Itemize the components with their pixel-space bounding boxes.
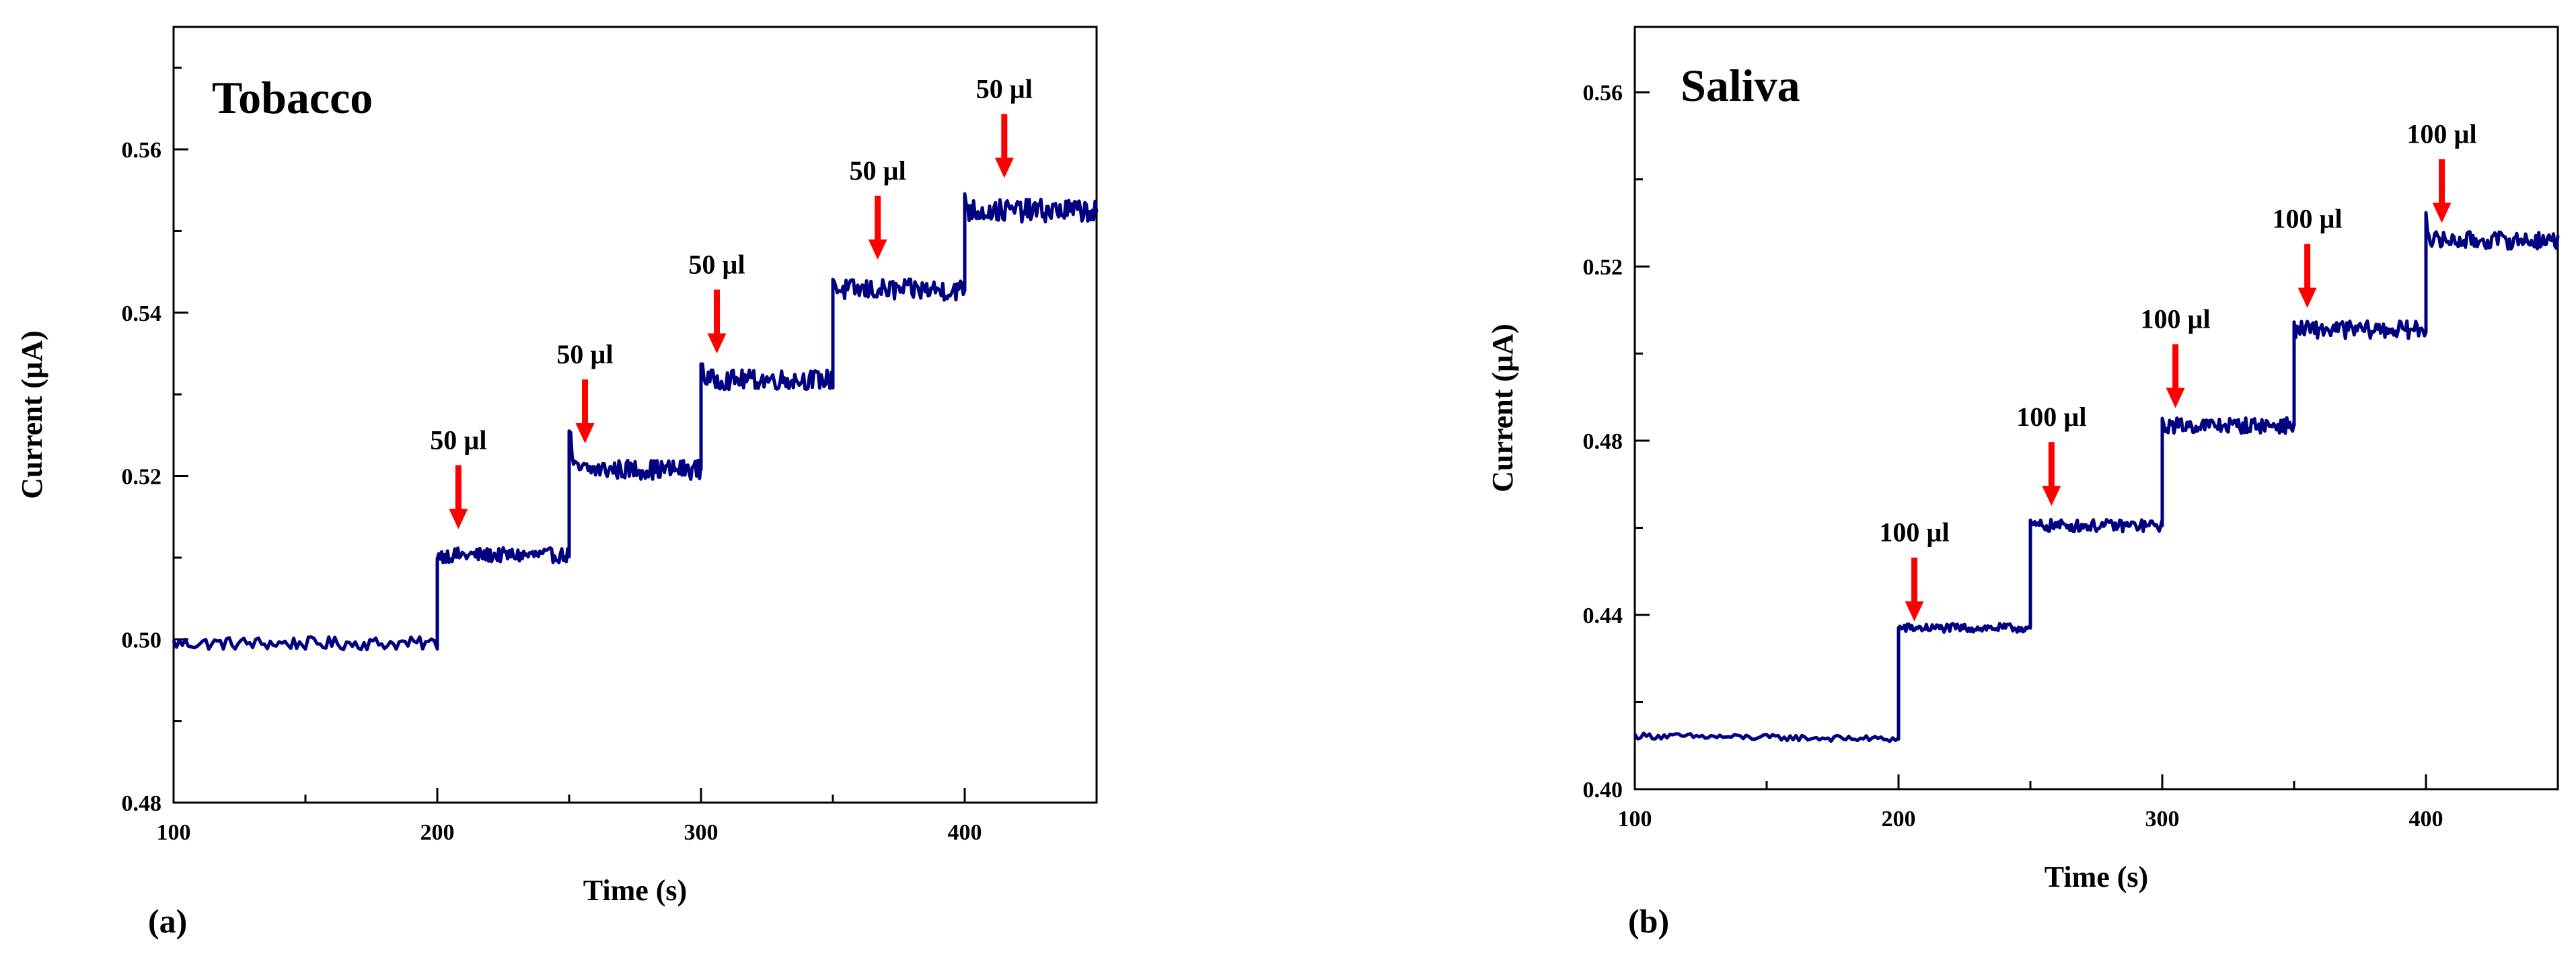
addition-volume-label: 100 µl bbox=[2273, 204, 2343, 234]
x-tick-label: 200 bbox=[1882, 807, 1916, 832]
x-tick-label: 300 bbox=[684, 820, 719, 845]
x-tick-label: 300 bbox=[2145, 807, 2180, 832]
addition-arrow-head bbox=[868, 239, 887, 260]
panel-saliva: 100 200 300 400 0.40 0.44 0.48 0.52 0.56 Time (s)… bbox=[1486, 26, 2560, 940]
addition-arrow-head bbox=[2042, 486, 2061, 507]
x-axis-title: Time (s) bbox=[583, 874, 687, 907]
addition-volume-label: 100 µl bbox=[2406, 118, 2476, 149]
addition-volume-label: 100 µl bbox=[2016, 402, 2086, 432]
y-tick-label: 0.40 bbox=[1583, 778, 1623, 803]
addition-arrow-head bbox=[2432, 203, 2452, 223]
series-line bbox=[172, 192, 1099, 651]
addition-arrow-head bbox=[707, 333, 727, 354]
addition-volume-label: 50 µl bbox=[976, 74, 1033, 104]
y-tick-label: 0.56 bbox=[122, 138, 162, 163]
panel-tobacco: 100 200 300 400 0.48 0.50 0.52 0.54 0.56 Time (s)… bbox=[15, 26, 1099, 940]
addition-arrow-head bbox=[1905, 601, 1924, 622]
plot-frame bbox=[1633, 26, 2559, 791]
addition-arrow-head bbox=[2297, 287, 2317, 308]
addition-volume-label: 100 µl bbox=[2141, 304, 2211, 334]
x-tick-label: 100 bbox=[157, 820, 191, 845]
addition-arrow-head bbox=[994, 157, 1014, 178]
addition-volume-label: 50 µl bbox=[688, 249, 745, 279]
addition-arrow-head bbox=[2166, 388, 2185, 408]
panel-title: Saliva bbox=[1681, 60, 1800, 111]
y-tick-label: 0.48 bbox=[122, 791, 162, 816]
addition-volume-label: 100 µl bbox=[1879, 517, 1949, 548]
x-tick-label: 400 bbox=[948, 820, 982, 845]
addition-arrow-head bbox=[575, 423, 595, 443]
y-tick-label: 0.50 bbox=[122, 628, 162, 653]
y-axis-title: Current (µA) bbox=[1486, 324, 1519, 492]
x-axis-title: Time (s) bbox=[2045, 860, 2148, 893]
addition-volume-label: 50 µl bbox=[556, 339, 613, 369]
plot-frame bbox=[172, 26, 1098, 804]
addition-arrow-head bbox=[449, 509, 468, 529]
y-tick-label: 0.56 bbox=[1583, 81, 1623, 106]
y-tick-label: 0.52 bbox=[122, 465, 162, 490]
x-tick-label: 200 bbox=[420, 820, 455, 845]
y-tick-label: 0.48 bbox=[1583, 429, 1623, 454]
y-tick-label: 0.44 bbox=[1583, 603, 1623, 628]
y-axis-title: Current (µA) bbox=[15, 330, 48, 499]
panel-label: (a) bbox=[148, 902, 187, 940]
y-tick-label: 0.52 bbox=[1583, 255, 1623, 280]
x-tick-label: 100 bbox=[1618, 807, 1652, 832]
panel-title: Tobacco bbox=[212, 72, 373, 123]
series-line bbox=[1633, 211, 2560, 743]
panel-label: (b) bbox=[1628, 902, 1669, 940]
addition-volume-label: 50 µl bbox=[850, 155, 906, 186]
x-tick-label: 400 bbox=[2409, 807, 2443, 832]
addition-volume-label: 50 µl bbox=[430, 425, 486, 455]
y-tick-label: 0.54 bbox=[122, 301, 162, 326]
